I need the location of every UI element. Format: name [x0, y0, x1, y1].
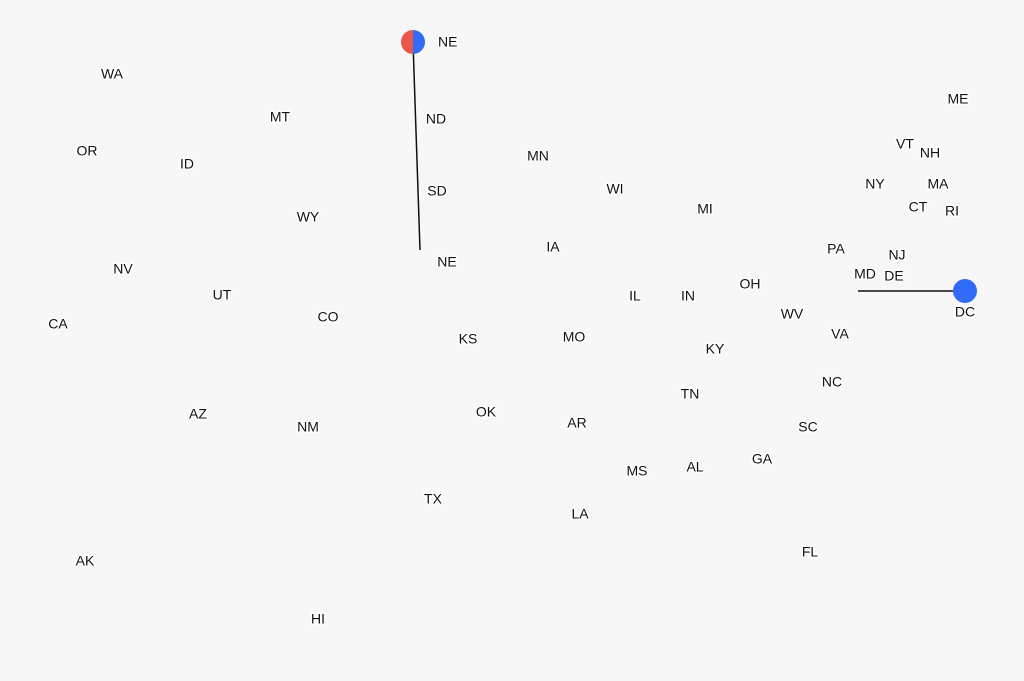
state-label: CT — [909, 199, 928, 215]
state-label: AR — [567, 415, 586, 431]
state-label: MS — [627, 463, 648, 479]
state-label: KY — [706, 341, 725, 357]
marker-label: DC — [955, 304, 975, 320]
ne-leader — [412, 41, 421, 251]
state-label: MI — [697, 201, 713, 217]
state-label: WV — [781, 306, 804, 322]
marker-half — [413, 30, 425, 54]
state-label: OH — [740, 276, 761, 292]
state-label: CO — [318, 309, 339, 325]
state-label: OK — [476, 404, 497, 420]
state-label: SC — [798, 419, 817, 435]
state-label: NJ — [888, 247, 905, 263]
marker-lines — [412, 41, 965, 292]
state-label: NM — [297, 419, 319, 435]
marker-half — [401, 30, 413, 54]
markers: NE DC — [401, 30, 977, 321]
state-label: UT — [213, 287, 232, 303]
state-label: NE — [437, 254, 456, 270]
state-label: IA — [546, 239, 560, 255]
state-label: AL — [686, 459, 703, 475]
state-label: GA — [752, 451, 773, 467]
state-label: IN — [681, 288, 695, 304]
state-label: ND — [426, 111, 446, 127]
state-label: FL — [802, 544, 819, 560]
state-label: SD — [427, 183, 446, 199]
state-label: VA — [831, 326, 849, 342]
state-label: PA — [827, 241, 845, 257]
state-label: LA — [571, 506, 589, 522]
state-label: KS — [459, 331, 478, 347]
state-label: ME — [948, 91, 969, 107]
state-label: RI — [945, 203, 959, 219]
state-label: WI — [606, 181, 623, 197]
state-label: VT — [896, 136, 914, 152]
state-label: WA — [101, 66, 124, 82]
state-label: ID — [180, 156, 194, 172]
state-label: OR — [77, 143, 98, 159]
state-label: TN — [681, 386, 700, 402]
state-label: NV — [113, 261, 133, 277]
state-label: AK — [76, 553, 95, 569]
state-label: HI — [311, 611, 325, 627]
state-label: TX — [424, 491, 443, 507]
state-label: MO — [563, 329, 586, 345]
state-label: WY — [297, 209, 320, 225]
state-label: NH — [920, 145, 940, 161]
marker-label: NE — [438, 34, 457, 50]
state-label: MT — [270, 109, 291, 125]
state-labels: WA OR CA NV ID MT WY UT CO AZ NM ND SD NE KS OK TX MN IA MO… — [47, 64, 970, 628]
state-label: AZ — [189, 406, 207, 422]
state-label: NC — [822, 374, 842, 390]
state-label: IL — [629, 288, 641, 304]
state-label: NY — [865, 176, 885, 192]
state-label: MA — [928, 176, 950, 192]
state-label: MN — [527, 148, 549, 164]
state-label: DE — [884, 268, 903, 284]
marker-dot — [953, 279, 977, 303]
state-label: CA — [48, 316, 68, 332]
state-label: MD — [854, 266, 876, 282]
